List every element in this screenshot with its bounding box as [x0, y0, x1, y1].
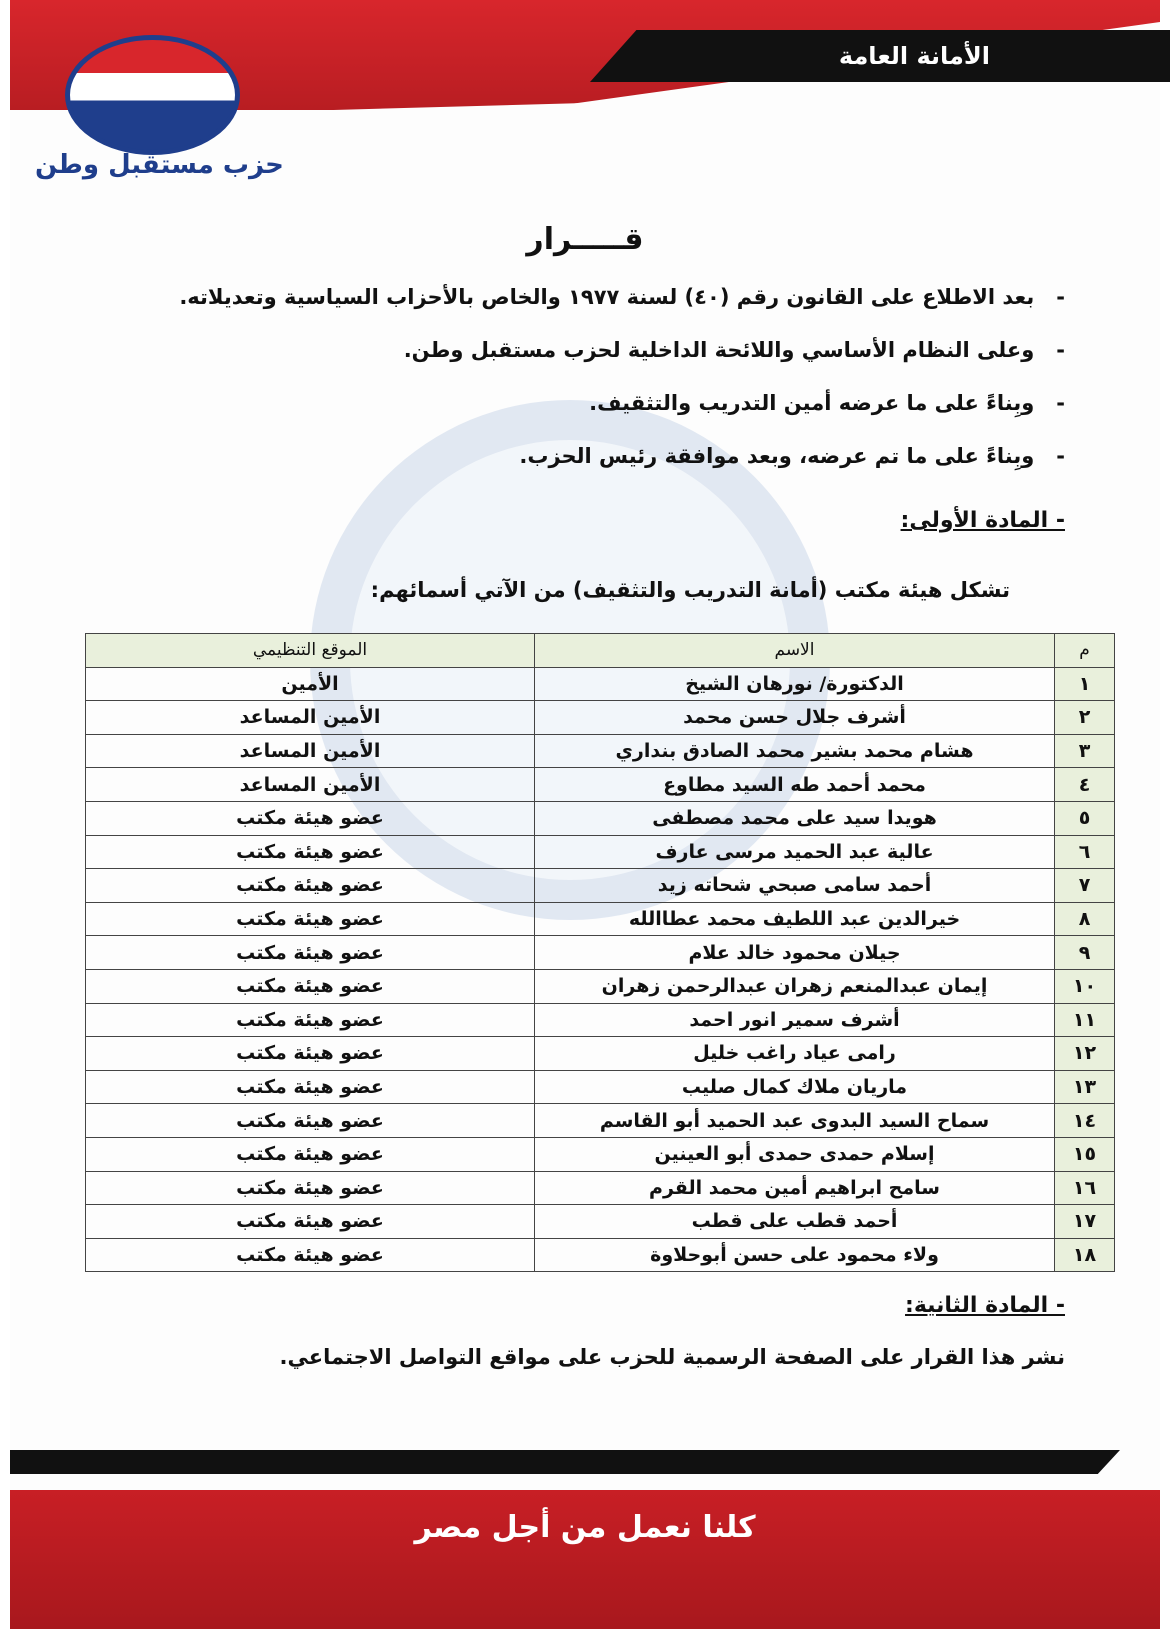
member-name: أشرف جلال حسن محمد	[534, 700, 1055, 735]
row-number: ١٢	[1054, 1036, 1115, 1071]
document-page: الأمانة العامة حزب مستقبل وطن قـــــرار …	[10, 0, 1170, 1629]
header-name: الاسم	[534, 633, 1055, 668]
table-row: ١٤ سماح السيد البدوى عبد الحميد أبو القاس…	[85, 1103, 1115, 1138]
member-name: الدكتورة/ نورهان الشيخ	[534, 666, 1055, 702]
clause: -بعد الاطلاع على القانون رقم (٤٠) لسنة ١…	[179, 285, 1065, 309]
table-row: ١٨ ولاء محمود على حسن أبوحلاوة عضو هيئة مك…	[85, 1237, 1115, 1273]
table-row: ٨ خيرالدين عبد اللطيف محمد عطاالله عضو هيئ…	[85, 901, 1115, 937]
member-name: هشام محمد بشير محمد الصادق بنداري	[534, 733, 1055, 769]
table-row: ١٠ إيمان عبدالمنعم زهران عبدالرحمن زهران ع…	[85, 968, 1115, 1004]
header-black-bar	[590, 30, 1170, 82]
row-number: ١٤	[1054, 1103, 1115, 1138]
member-position: عضو هيئة مكتب	[85, 1036, 535, 1071]
member-position: عضو هيئة مكتب	[85, 1136, 535, 1172]
row-number: ٦	[1054, 834, 1115, 870]
member-name: سماح السيد البدوى عبد الحميد أبو القاسم	[534, 1103, 1055, 1138]
footer-red-band	[10, 1490, 1160, 1629]
table-row: ١٦ سامح ابراهيم أمين محمد القرم عضو هيئة م…	[85, 1170, 1115, 1206]
row-number: ١٨	[1054, 1237, 1115, 1273]
header-title: الأمانة العامة	[838, 42, 990, 70]
row-number: ٩	[1054, 935, 1115, 970]
table-row: ١٢ رامى عياد راغب خليل عضو هيئة مكتب	[85, 1036, 1115, 1071]
row-number: ٤	[1054, 767, 1115, 802]
table-row: ٥ هويدا سيد على محمد مصطفى عضو هيئة مكتب	[85, 800, 1115, 836]
row-number: ١٠	[1054, 968, 1115, 1004]
row-number: ١١	[1054, 1002, 1115, 1038]
row-number: ١٧	[1054, 1204, 1115, 1239]
member-name: هويدا سيد على محمد مصطفى	[534, 800, 1055, 836]
table-row: ٤ محمد أحمد طه السيد مطاوع الأمين المساعد	[85, 767, 1115, 802]
member-name: إيمان عبدالمنعم زهران عبدالرحمن زهران	[534, 968, 1055, 1004]
article2-heading: - المادة الثانية:	[905, 1293, 1065, 1318]
document-title: قـــــرار	[526, 222, 644, 257]
row-number: ٢	[1054, 700, 1115, 735]
party-logo	[65, 35, 240, 155]
clause: -وبِناءً على ما تم عرضه، وبعد موافقة رئي…	[519, 444, 1065, 468]
member-position: عضو هيئة مكتب	[85, 1069, 535, 1105]
member-position: عضو هيئة مكتب	[85, 1002, 535, 1038]
member-position: الأمين المساعد	[85, 733, 535, 769]
article1-heading: - المادة الأولى:	[900, 508, 1065, 533]
table-row: ١٣ ماريان ملاك كمال صليب عضو هيئة مكتب	[85, 1069, 1115, 1105]
member-position: عضو هيئة مكتب	[85, 868, 535, 903]
member-name: ولاء محمود على حسن أبوحلاوة	[534, 1237, 1055, 1273]
member-position: عضو هيئة مكتب	[85, 1103, 535, 1138]
member-position: عضو هيئة مكتب	[85, 800, 535, 836]
member-position: الأمين المساعد	[85, 767, 535, 802]
member-position: الأمين المساعد	[85, 700, 535, 735]
member-name: أحمد قطب على قطب	[534, 1204, 1055, 1239]
header-position: الموقع التنظيمي	[85, 633, 535, 668]
clause: -وبِناءً على ما عرضه أمين التدريب والتثق…	[589, 391, 1065, 415]
row-number: ١	[1054, 666, 1115, 702]
header-number: م	[1054, 633, 1115, 668]
member-name: محمد أحمد طه السيد مطاوع	[534, 767, 1055, 802]
member-name: أحمد سامى صبحي شحاته زيد	[534, 868, 1055, 903]
member-name: جيلان محمود خالد علام	[534, 935, 1055, 970]
row-number: ٧	[1054, 868, 1115, 903]
member-position: عضو هيئة مكتب	[85, 1237, 535, 1273]
member-name: سامح ابراهيم أمين محمد القرم	[534, 1170, 1055, 1206]
row-number: ٨	[1054, 901, 1115, 937]
row-number: ٥	[1054, 800, 1115, 836]
table-row: ٣ هشام محمد بشير محمد الصادق بنداري الأمين…	[85, 733, 1115, 769]
member-name: أشرف سمير انور احمد	[534, 1002, 1055, 1038]
member-name: خيرالدين عبد اللطيف محمد عطاالله	[534, 901, 1055, 937]
member-name: ماريان ملاك كمال صليب	[534, 1069, 1055, 1105]
table-row: ٦ عالية عبد الحميد مرسى عارف عضو هيئة مكتب	[85, 834, 1115, 870]
row-number: ١٥	[1054, 1136, 1115, 1172]
row-number: ٣	[1054, 733, 1115, 769]
footer-slogan: كلنا نعمل من أجل مصر	[414, 1510, 756, 1545]
table-row: ١٥ إسلام حمدى حمدى أبو العينين عضو هيئة مك…	[85, 1136, 1115, 1172]
article1-intro: تشكل هيئة مكتب (أمانة التدريب والتثقيف) …	[370, 578, 1010, 602]
table-row: ٢ أشرف جلال حسن محمد الأمين المساعد	[85, 700, 1115, 735]
party-name: حزب مستقبل وطن	[35, 150, 284, 180]
table-row: ١١ أشرف سمير انور احمد عضو هيئة مكتب	[85, 1002, 1115, 1038]
article2-text: نشر هذا القرار على الصفحة الرسمية للحزب …	[279, 1345, 1066, 1369]
member-position: عضو هيئة مكتب	[85, 1204, 535, 1239]
table-row: ٩ جيلان محمود خالد علام عضو هيئة مكتب	[85, 935, 1115, 970]
member-position: عضو هيئة مكتب	[85, 901, 535, 937]
member-name: عالية عبد الحميد مرسى عارف	[534, 834, 1055, 870]
footer-black-bar	[10, 1450, 1120, 1474]
member-position: عضو هيئة مكتب	[85, 935, 535, 970]
member-position: عضو هيئة مكتب	[85, 968, 535, 1004]
row-number: ١٦	[1054, 1170, 1115, 1206]
member-position: عضو هيئة مكتب	[85, 834, 535, 870]
preamble-clauses: -بعد الاطلاع على القانون رقم (٤٠) لسنة ١…	[179, 280, 1065, 492]
clause: -وعلى النظام الأساسي واللائحة الداخلية ل…	[403, 338, 1065, 362]
row-number: ١٣	[1054, 1069, 1115, 1105]
table-row: ٧ أحمد سامى صبحي شحاته زيد عضو هيئة مكتب	[85, 868, 1115, 903]
members-table: م الاسم الموقع التنظيمي ١ الدكتورة/ نورها…	[85, 633, 1115, 1273]
member-name: إسلام حمدى حمدى أبو العينين	[534, 1136, 1055, 1172]
member-position: الأمين	[85, 666, 535, 702]
member-position: عضو هيئة مكتب	[85, 1170, 535, 1206]
member-name: رامى عياد راغب خليل	[534, 1036, 1055, 1071]
table-row: ١ الدكتورة/ نورهان الشيخ الأمين	[85, 666, 1115, 702]
table-row: ١٧ أحمد قطب على قطب عضو هيئة مكتب	[85, 1204, 1115, 1239]
